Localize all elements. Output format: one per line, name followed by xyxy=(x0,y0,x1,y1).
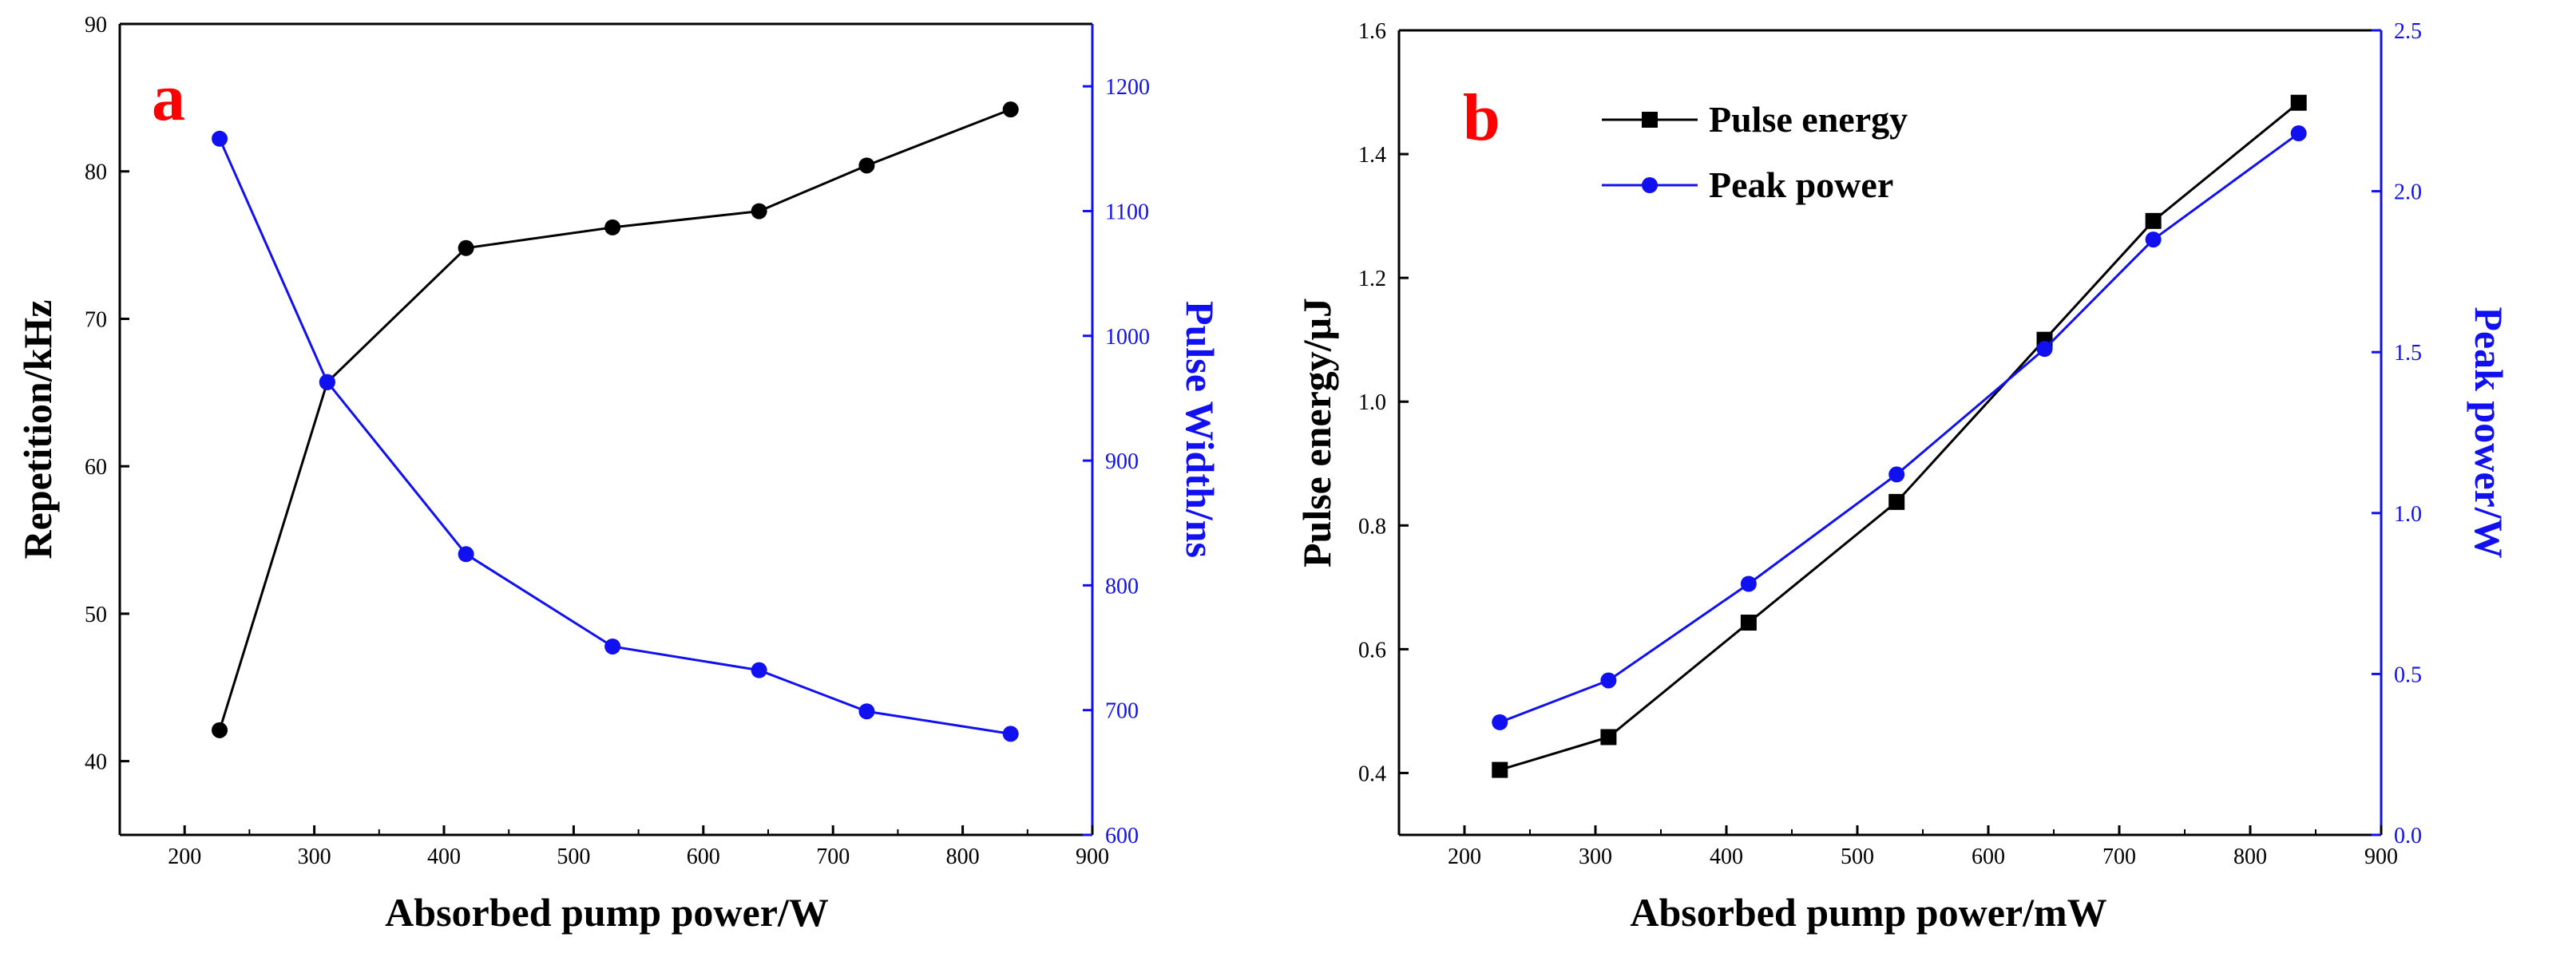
data-point-pulse-width xyxy=(858,703,875,720)
right-y-axis-title: Peak power/W xyxy=(2467,306,2511,558)
data-point-pulse-width xyxy=(319,374,335,390)
x-tick-label: 800 xyxy=(2233,844,2267,869)
right-y-tick-label: 1200 xyxy=(1105,75,1150,100)
left-y-axis-title: Pulse energy/μJ xyxy=(1294,298,1339,568)
x-tick-label: 600 xyxy=(687,844,720,869)
data-point-pulse-width xyxy=(604,638,621,655)
data-point-peak-power xyxy=(2036,341,2053,358)
x-tick-label: 700 xyxy=(816,844,850,869)
right-y-tick-label: 2.5 xyxy=(2394,19,2422,44)
series-line-repetition xyxy=(218,108,1012,731)
left-y-tick-label: 60 xyxy=(85,455,107,480)
data-point-pulse-width xyxy=(458,546,474,563)
left-y-tick-label: 40 xyxy=(85,750,107,775)
panel-a: 200 300 400 500 600 700 800 900 40 50 60 70 80 90 600 7… xyxy=(15,13,1223,935)
right-y-tick-label: 1100 xyxy=(1105,200,1149,224)
data-point-peak-power xyxy=(1888,466,1905,483)
x-tick-label: 600 xyxy=(1972,844,2005,869)
data-point-pulse-width xyxy=(751,662,767,678)
data-point-pulse-width xyxy=(1002,726,1019,742)
data-point-pulse-width xyxy=(212,130,228,147)
x-tick-label: 400 xyxy=(427,844,461,869)
right-y-tick-label: 900 xyxy=(1105,449,1139,474)
data-point-peak-power xyxy=(2145,231,2162,248)
panel-letter: a xyxy=(152,61,185,135)
x-tick-label: 700 xyxy=(2102,844,2136,869)
data-point-repetition xyxy=(212,722,228,738)
left-y-tick-label: 80 xyxy=(85,160,107,185)
left-y-tick-label: 1.2 xyxy=(1358,267,1386,291)
data-point-repetition xyxy=(858,157,875,174)
data-point-repetition xyxy=(604,219,621,235)
right-y-tick-label: 0.0 xyxy=(2394,824,2422,848)
data-point-repetition xyxy=(1002,101,1019,118)
data-point-pulse-energy xyxy=(1888,493,1905,510)
x-tick-label: 800 xyxy=(946,844,980,869)
data-point-pulse-energy xyxy=(1492,761,1508,778)
series-line-peak-power xyxy=(1499,132,2300,724)
series-line-pulse-energy xyxy=(1499,101,2300,772)
data-point-peak-power xyxy=(2290,125,2307,142)
data-point-repetition xyxy=(458,239,474,256)
left-y-tick-label: 70 xyxy=(85,307,107,332)
legend-label-pulse-energy: Pulse energy xyxy=(1709,99,1908,140)
data-point-peak-power xyxy=(1600,672,1617,689)
x-axis-title: Absorbed pump power/mW xyxy=(1630,890,2106,935)
right-y-tick-label: 0.5 xyxy=(2394,662,2422,687)
right-y-tick-label: 600 xyxy=(1105,824,1139,848)
right-y-tick-label: 700 xyxy=(1105,699,1139,724)
x-tick-label: 500 xyxy=(557,844,590,869)
legend-marker-peak-power xyxy=(1642,177,1658,193)
data-point-peak-power xyxy=(1740,575,1757,592)
data-point-pulse-energy xyxy=(2290,94,2307,111)
legend: Pulse energy Peak power xyxy=(1602,99,1908,205)
right-y-tick-label: 800 xyxy=(1105,574,1139,599)
x-tick-label: 200 xyxy=(1448,844,1481,869)
right-y-tick-label: 1.5 xyxy=(2394,341,2422,366)
x-tick-label: 300 xyxy=(298,844,331,869)
right-y-tick-label: 1.0 xyxy=(2394,502,2422,527)
left-y-tick-label: 0.4 xyxy=(1358,761,1386,786)
left-y-tick-label: 90 xyxy=(85,13,107,38)
left-y-tick-label: 0.6 xyxy=(1358,638,1386,662)
data-point-pulse-energy xyxy=(1740,615,1757,631)
x-tick-label: 200 xyxy=(168,844,201,869)
x-tick-label: 400 xyxy=(1710,844,1743,869)
left-y-tick-label: 1.0 xyxy=(1358,390,1386,415)
data-point-pulse-energy xyxy=(1600,729,1617,745)
legend-label-peak-power: Peak power xyxy=(1709,164,1893,205)
data-point-peak-power xyxy=(1492,714,1508,730)
left-y-axis-title: Repetition/kHz xyxy=(15,300,60,560)
right-y-tick-label: 2.0 xyxy=(2394,180,2422,205)
left-y-tick-label: 0.8 xyxy=(1358,514,1386,539)
panel-b: 200 300 400 500 600 700 800 900 0.4 0.6 0.8 1.0 1.2 1… xyxy=(1294,19,2511,935)
left-y-tick-label: 1.4 xyxy=(1358,143,1386,168)
left-y-tick-label: 50 xyxy=(85,603,107,627)
data-point-pulse-energy xyxy=(2145,212,2162,229)
x-tick-label: 300 xyxy=(1579,844,1612,869)
panel-letter: b xyxy=(1463,81,1500,155)
data-point-repetition xyxy=(751,203,767,219)
left-y-tick-label: 1.6 xyxy=(1358,19,1386,44)
legend-marker-pulse-energy xyxy=(1642,112,1658,128)
right-y-tick-label: 1000 xyxy=(1105,325,1150,350)
x-tick-label: 500 xyxy=(1841,844,1874,869)
right-y-axis-title: Pulse Width/ns xyxy=(1178,301,1223,558)
x-axis-title: Absorbed pump power/W xyxy=(385,890,829,935)
x-tick-label: 900 xyxy=(1076,844,1109,869)
x-tick-label: 900 xyxy=(2364,844,2398,869)
